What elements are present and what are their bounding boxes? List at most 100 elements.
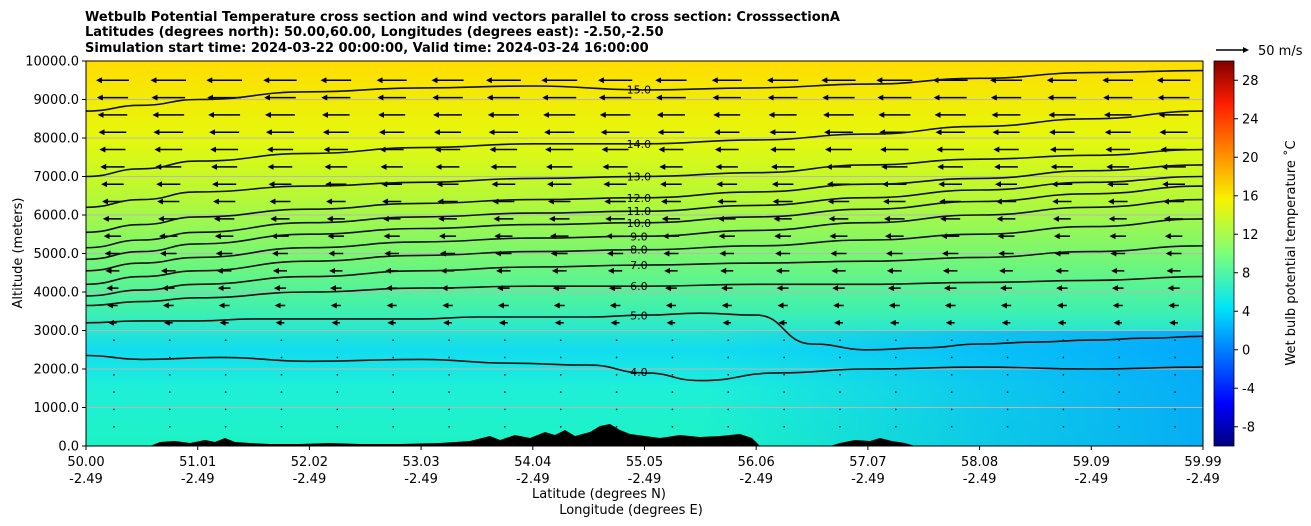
wind-vector (1062, 373, 1065, 376)
contour-lines: 4.0 5.0 6.0 7.0 8.09.010.011.012.0 13.0 14.0 15… (85, 69, 1204, 382)
wind-vector (950, 408, 953, 411)
wind-vector (615, 425, 618, 428)
colorbar-gradient (1213, 60, 1235, 447)
colorbar-tick-label: 4 (1242, 305, 1250, 320)
wind-vector (1174, 356, 1176, 359)
wind-vector (950, 356, 953, 359)
x-axis-label-latitude: Latitude (degrees N) (532, 487, 666, 502)
x-tick-label-latitude: 51.01 (179, 455, 216, 470)
wind-vector (336, 425, 339, 428)
wind-vector (448, 408, 450, 411)
wind-vector (839, 425, 841, 428)
contour-label: 13.0 (627, 171, 652, 184)
wind-vector (559, 339, 562, 341)
wind-vector (950, 373, 953, 376)
wind-vector (392, 339, 394, 341)
colorbar-tick-label: 16 (1242, 189, 1259, 204)
x-tick-label-longitude: -2.49 (69, 472, 103, 487)
x-tick-label-latitude: 55.05 (626, 455, 663, 470)
contour-label: 14.0 (627, 138, 652, 151)
wind-vector (1062, 425, 1065, 428)
wind-vector (783, 408, 785, 411)
wind-vector (783, 425, 785, 428)
wind-vector (559, 425, 562, 428)
wind-vector (1174, 391, 1176, 393)
x-tick-label-latitude: 59.99 (1184, 455, 1221, 470)
x-tick-label-latitude: 50.00 (67, 455, 104, 470)
contour-label: 12.0 (627, 192, 652, 205)
wind-vector (448, 373, 450, 376)
contour-line (85, 354, 1204, 382)
wind-vector (113, 391, 115, 393)
wind-vector (336, 373, 339, 376)
wind-vector (615, 339, 618, 341)
x-tick-label-latitude: 59.09 (1073, 455, 1110, 470)
contour-label: 4.0 (630, 366, 648, 379)
wind-vector (839, 408, 841, 411)
wind-vector (671, 425, 674, 428)
wind-vector (671, 391, 674, 393)
wind-vector (727, 391, 730, 393)
wind-vector (168, 425, 171, 428)
wind-vector (1006, 373, 1009, 376)
contour-line (85, 218, 1204, 286)
wind-vector (895, 408, 897, 411)
wind-vector (336, 339, 339, 341)
wind-vector (839, 373, 841, 376)
wind-vector (1118, 356, 1121, 359)
contour-label: 5.0 (630, 309, 648, 322)
colorbar-tick-label: 0 (1242, 343, 1250, 358)
wind-vector (1006, 425, 1009, 428)
x-tick-label-longitude: -2.49 (293, 472, 327, 487)
wind-vector (392, 391, 394, 393)
x-axis-label-longitude: Longitude (degrees E) (559, 503, 703, 518)
x-tick-label-longitude: -2.49 (963, 472, 997, 487)
contour-label: 9.0 (630, 230, 648, 243)
colorbar-tick-label: 28 (1242, 74, 1259, 89)
wind-vector (224, 373, 227, 376)
wind-vector (448, 425, 450, 428)
contour-line (85, 175, 1204, 249)
wind-vector (727, 425, 730, 428)
wind-vector (280, 391, 283, 393)
wind-vector (1174, 339, 1176, 341)
x-tick-label-longitude: -2.49 (1186, 472, 1220, 487)
x-tick-label-longitude: -2.49 (851, 472, 885, 487)
wind-vector (280, 425, 283, 428)
wind-vector (783, 391, 785, 393)
wind-vector (1174, 373, 1176, 376)
quiver-key: 50 m/s (1216, 44, 1303, 59)
wind-vector (727, 339, 730, 341)
contour-line (85, 275, 1204, 307)
wind-vector (168, 408, 171, 411)
wind-vector (336, 391, 339, 393)
y-tick-label: 7000.0 (34, 170, 80, 185)
wind-vector (839, 391, 841, 393)
wind-vector (950, 339, 953, 341)
wind-vector (895, 356, 897, 359)
wind-vector (504, 373, 506, 376)
x-tick-label-longitude: -2.49 (181, 472, 215, 487)
wind-vector (224, 408, 227, 411)
wind-vector (1118, 408, 1121, 411)
y-axis: 0.0 1000.0 2000.0 3000.0 4000.0 5000.0 6000.0 7… (25, 55, 86, 455)
wind-vector (671, 356, 674, 359)
colorbar-tick-label: 12 (1242, 228, 1259, 243)
wind-vector (839, 356, 841, 359)
title-line-2: Latitudes (degrees north): 50.00,60.00, … (85, 25, 664, 40)
wind-vector (727, 356, 730, 359)
wind-vector (224, 391, 227, 393)
wind-vector (1062, 356, 1065, 359)
title-line-3: Simulation start time: 2024-03-22 00:00:… (85, 41, 649, 56)
wind-vector (280, 356, 283, 359)
colorbar-tick-label: 24 (1242, 112, 1259, 127)
y-tick-label: 6000.0 (34, 209, 80, 224)
contour-line (85, 245, 1204, 297)
wind-vector (895, 425, 897, 428)
wind-vector (615, 373, 618, 376)
wind-vector (559, 408, 562, 411)
wind-vector (1118, 425, 1121, 428)
contour-label: 11.0 (627, 205, 652, 218)
wind-vector (671, 408, 674, 411)
